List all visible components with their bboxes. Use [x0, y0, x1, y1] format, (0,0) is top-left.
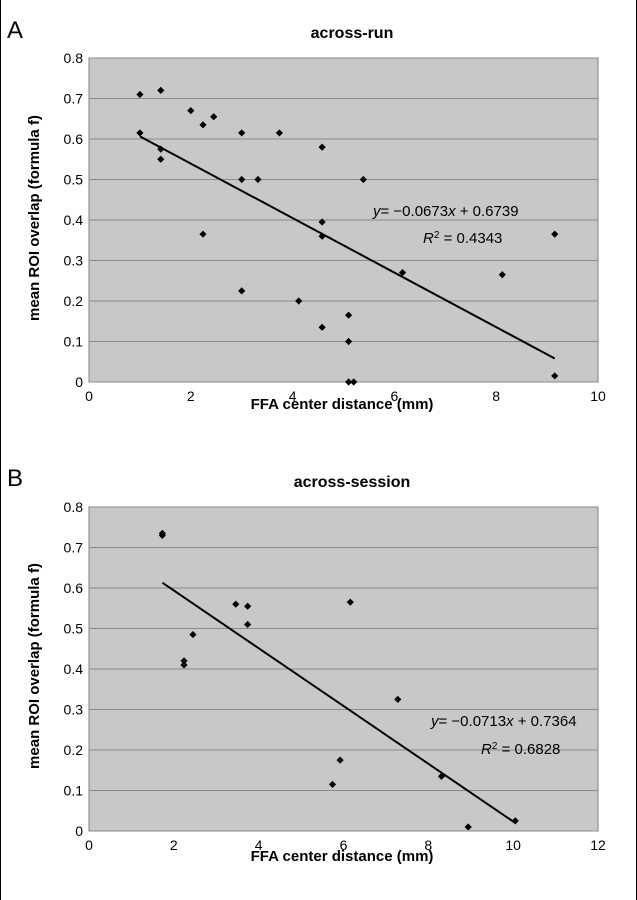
- data-point: [318, 232, 326, 240]
- x-axis-label: FFA center distance (mm): [251, 396, 434, 413]
- y-tick-label: 0.1: [64, 783, 84, 799]
- y-tick-label: 0.4: [64, 661, 84, 677]
- trendline: [139, 135, 556, 360]
- x-tick-label: 4: [255, 837, 263, 853]
- y-tick-label: 0.4: [64, 212, 84, 228]
- data-point: [328, 780, 337, 789]
- x-tick-label: 2: [170, 837, 178, 853]
- data-point: [498, 271, 506, 279]
- y-tick-labels: 0 0.1 0.2 0.3 0.4 0.5 0.6 0.7 0.8: [64, 50, 84, 390]
- data-point: [551, 372, 559, 380]
- data-point: [344, 378, 353, 386]
- y-tick-label: 0.7: [64, 91, 84, 107]
- gridlines: [89, 506, 598, 832]
- data-point: [344, 337, 353, 346]
- y-axis-label: mean ROI overlap (formula f): [26, 563, 43, 769]
- y-tick-label: 0.2: [64, 742, 84, 758]
- y-tick-label: 0.5: [64, 621, 84, 637]
- data-point: [238, 175, 246, 184]
- y-tick-label: 0.2: [64, 293, 84, 309]
- x-tick-label: 2: [187, 388, 195, 404]
- data-point: [359, 175, 367, 184]
- x-tick-label: 4: [289, 388, 297, 404]
- data-point: [350, 378, 358, 386]
- data-point: [437, 772, 446, 780]
- y-tick-label: 0.3: [64, 702, 84, 718]
- data-point: [244, 620, 252, 629]
- y-tick-label: 0.7: [64, 540, 84, 556]
- regression-equation: y= −0.0673x + 0.6739: [372, 203, 519, 220]
- y-tick-label: 0.5: [64, 172, 84, 188]
- x-tick-labels: 0 2 4 6 8 10: [85, 388, 606, 404]
- y-tick-label: 0.6: [64, 131, 84, 147]
- data-point: [157, 145, 165, 153]
- data-point: [187, 107, 195, 115]
- panel-letter: B: [7, 465, 23, 492]
- data-point: [199, 230, 207, 238]
- data-point: [136, 129, 144, 137]
- data-point: [551, 230, 559, 238]
- panel-letter: A: [7, 17, 23, 44]
- data-point: [318, 218, 326, 226]
- data-point: [398, 269, 407, 277]
- y-tick-label: 0.1: [64, 334, 84, 350]
- r-squared: R2 = 0.4343: [423, 230, 502, 248]
- data-point: [336, 756, 344, 764]
- data-point: [189, 630, 197, 639]
- y-tick-label: 0.8: [64, 499, 84, 515]
- data-point: [180, 657, 188, 665]
- data-point: [318, 323, 326, 331]
- data-point: [254, 175, 262, 184]
- y-tick-label: 0.3: [64, 253, 84, 269]
- x-tick-label: 8: [492, 388, 500, 404]
- x-tick-labels: 0 2 4 6 8 10 12: [85, 837, 606, 853]
- data-point: [238, 287, 246, 295]
- x-tick-label: 6: [340, 837, 348, 853]
- chart-title: across-run: [311, 25, 394, 42]
- y-tick-label: 0.6: [64, 580, 84, 596]
- data-point: [136, 90, 144, 99]
- data-point: [210, 113, 218, 121]
- data-point: [244, 602, 252, 610]
- data-point: [394, 695, 402, 703]
- data-point: [157, 155, 165, 163]
- y-tick-labels: 0 0.1 0.2 0.3 0.4 0.5 0.6 0.7 0.8: [64, 499, 84, 839]
- data-point: [158, 531, 166, 539]
- trendline: [161, 581, 516, 824]
- data-point: [232, 600, 240, 608]
- data-point: [344, 311, 353, 319]
- r-squared: R2 = 0.6828: [481, 741, 560, 759]
- panel-b: B across-session 00.10.20.30.40.50.60.70…: [7, 465, 606, 865]
- x-tick-label: 6: [391, 388, 399, 404]
- data-point: [238, 129, 246, 137]
- chart-title: across-session: [294, 474, 411, 491]
- x-tick-label: 10: [590, 388, 606, 404]
- panel-a: A across-run 0 0.1 0.2 0.3 0.4 0.5 0.6 0.7 0.8 0…: [7, 17, 606, 413]
- x-tick-label: 10: [505, 837, 521, 853]
- x-tick-label: 0: [85, 837, 93, 853]
- y-tick-label: 0: [75, 823, 83, 839]
- data-points: [136, 86, 559, 386]
- regression-equation: y= −0.0713x + 0.7364: [430, 713, 577, 730]
- y-axis-label: mean ROI overlap (formula f): [26, 115, 43, 321]
- data-point: [318, 143, 326, 151]
- x-tick-label: 12: [590, 837, 606, 853]
- x-axis-label: FFA center distance (mm): [251, 848, 434, 865]
- data-point: [275, 129, 283, 137]
- y-tick-label: 0.8: [64, 50, 84, 66]
- data-point: [511, 817, 519, 825]
- data-point: [180, 661, 188, 669]
- data-points: [158, 529, 519, 831]
- gridlines: [89, 57, 598, 383]
- data-point: [464, 823, 472, 831]
- y-tick-label: 0: [75, 374, 83, 390]
- data-point: [157, 86, 165, 94]
- x-tick-label: 8: [424, 837, 432, 853]
- data-point: [295, 297, 303, 305]
- x-tick-label: 0: [85, 388, 93, 404]
- data-point: [346, 598, 354, 606]
- data-point: [199, 121, 207, 129]
